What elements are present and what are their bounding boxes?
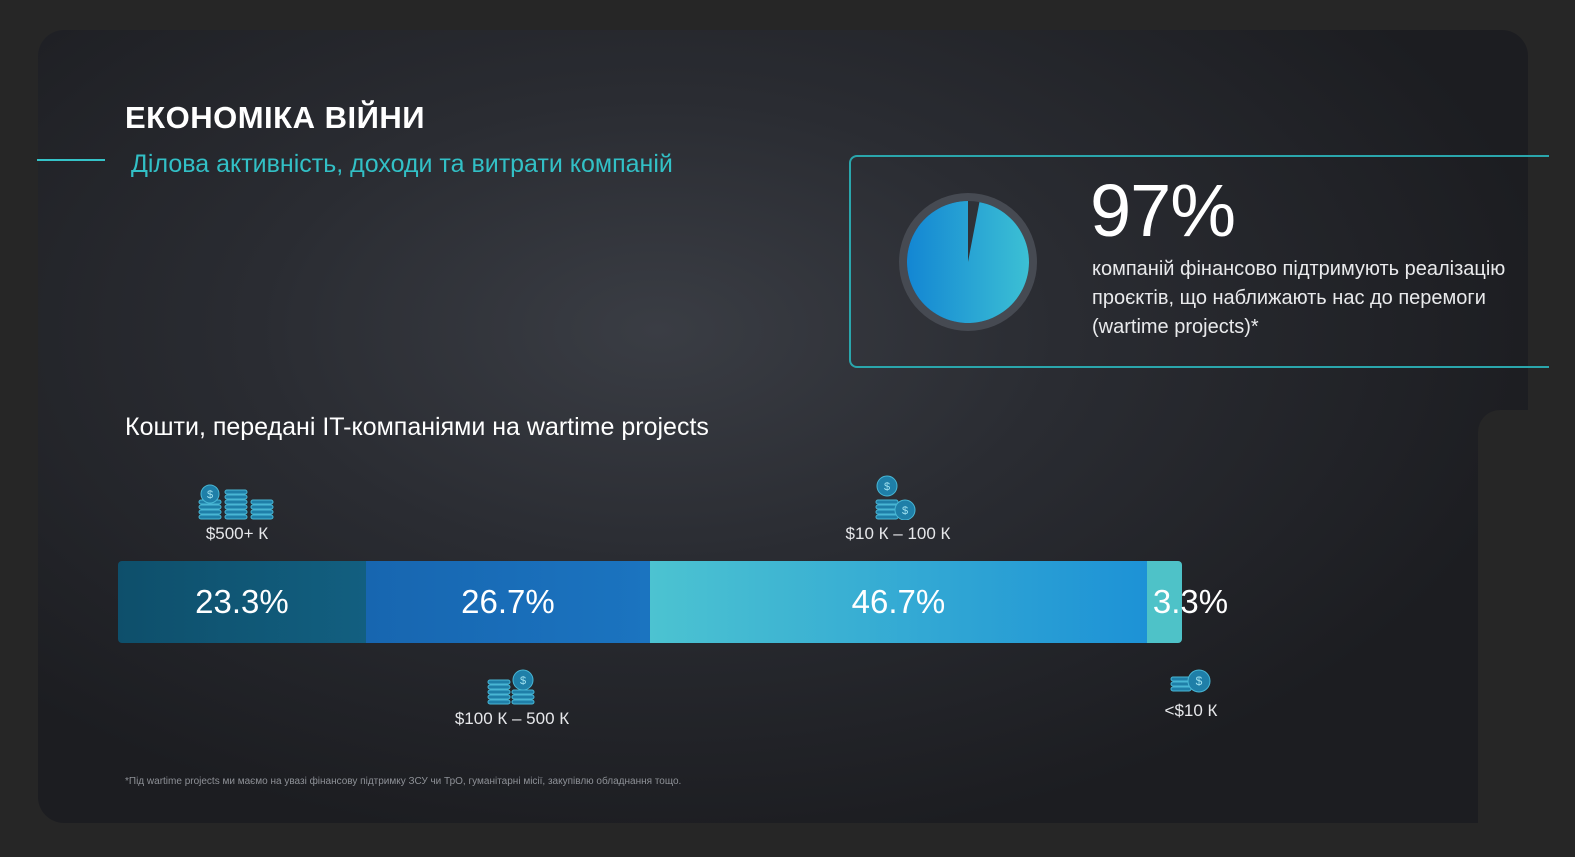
bar-data-label: 26.7%	[461, 583, 555, 620]
coin-stacks-large-icon: $	[198, 484, 274, 520]
svg-text:$: $	[1196, 674, 1203, 688]
category-label: <$10 К	[1164, 701, 1218, 720]
page-subtitle: Ділова активність, доходи та витрати ком…	[131, 150, 673, 178]
slide	[38, 30, 1528, 823]
highlight-percent: 97%	[1090, 169, 1236, 252]
svg-text:$: $	[520, 675, 526, 687]
coin-small-icon: $	[1170, 669, 1211, 693]
highlight-box	[849, 155, 1549, 368]
bar-segment-3	[650, 561, 1147, 643]
category-10k-100k: $ $ $10 К – 100 К	[838, 474, 958, 544]
bar-segment-1	[118, 561, 366, 643]
svg-text:$: $	[207, 489, 213, 501]
bar-chart-title: Кошти, передані IT-компаніями на wartime…	[125, 413, 709, 441]
page-title: ЕКОНОМІКА ВІЙНИ	[125, 100, 426, 135]
accent-line	[37, 159, 105, 161]
slide-notch	[1478, 410, 1575, 857]
bar-data-label: 23.3%	[195, 583, 289, 620]
category-100k-500k: $ $100 К – 500 К	[447, 669, 577, 729]
svg-text:$: $	[902, 505, 908, 517]
bar-segment-2	[365, 561, 650, 643]
coin-stack-medium-icon: $	[487, 669, 535, 705]
bar-segment-4	[1146, 561, 1182, 643]
pie-chart	[895, 189, 1041, 335]
footnote: *Під wartime projects ми маємо на увазі …	[125, 776, 682, 787]
bar-data-label: 3.3%	[1152, 583, 1229, 620]
category-label: $500+ К	[205, 524, 269, 543]
bar-data-label: 46.7%	[851, 583, 946, 620]
category-label: $10 К – 100 К	[845, 524, 951, 543]
svg-text:$: $	[884, 481, 890, 493]
coin-stack-small-icon: $ $	[875, 475, 916, 520]
category-label: $100 К – 500 К	[454, 709, 570, 728]
stacked-bar: 23.3% 26.7% 46.7% 3.3%	[118, 561, 1228, 643]
category-500k: $ $500+ К	[197, 484, 277, 544]
highlight-description: компаній фінансово підтримують реалізаці…	[1092, 258, 1506, 338]
category-under-10k: $ <$10 К	[1155, 667, 1227, 721]
pie-slice-main	[907, 201, 1029, 323]
